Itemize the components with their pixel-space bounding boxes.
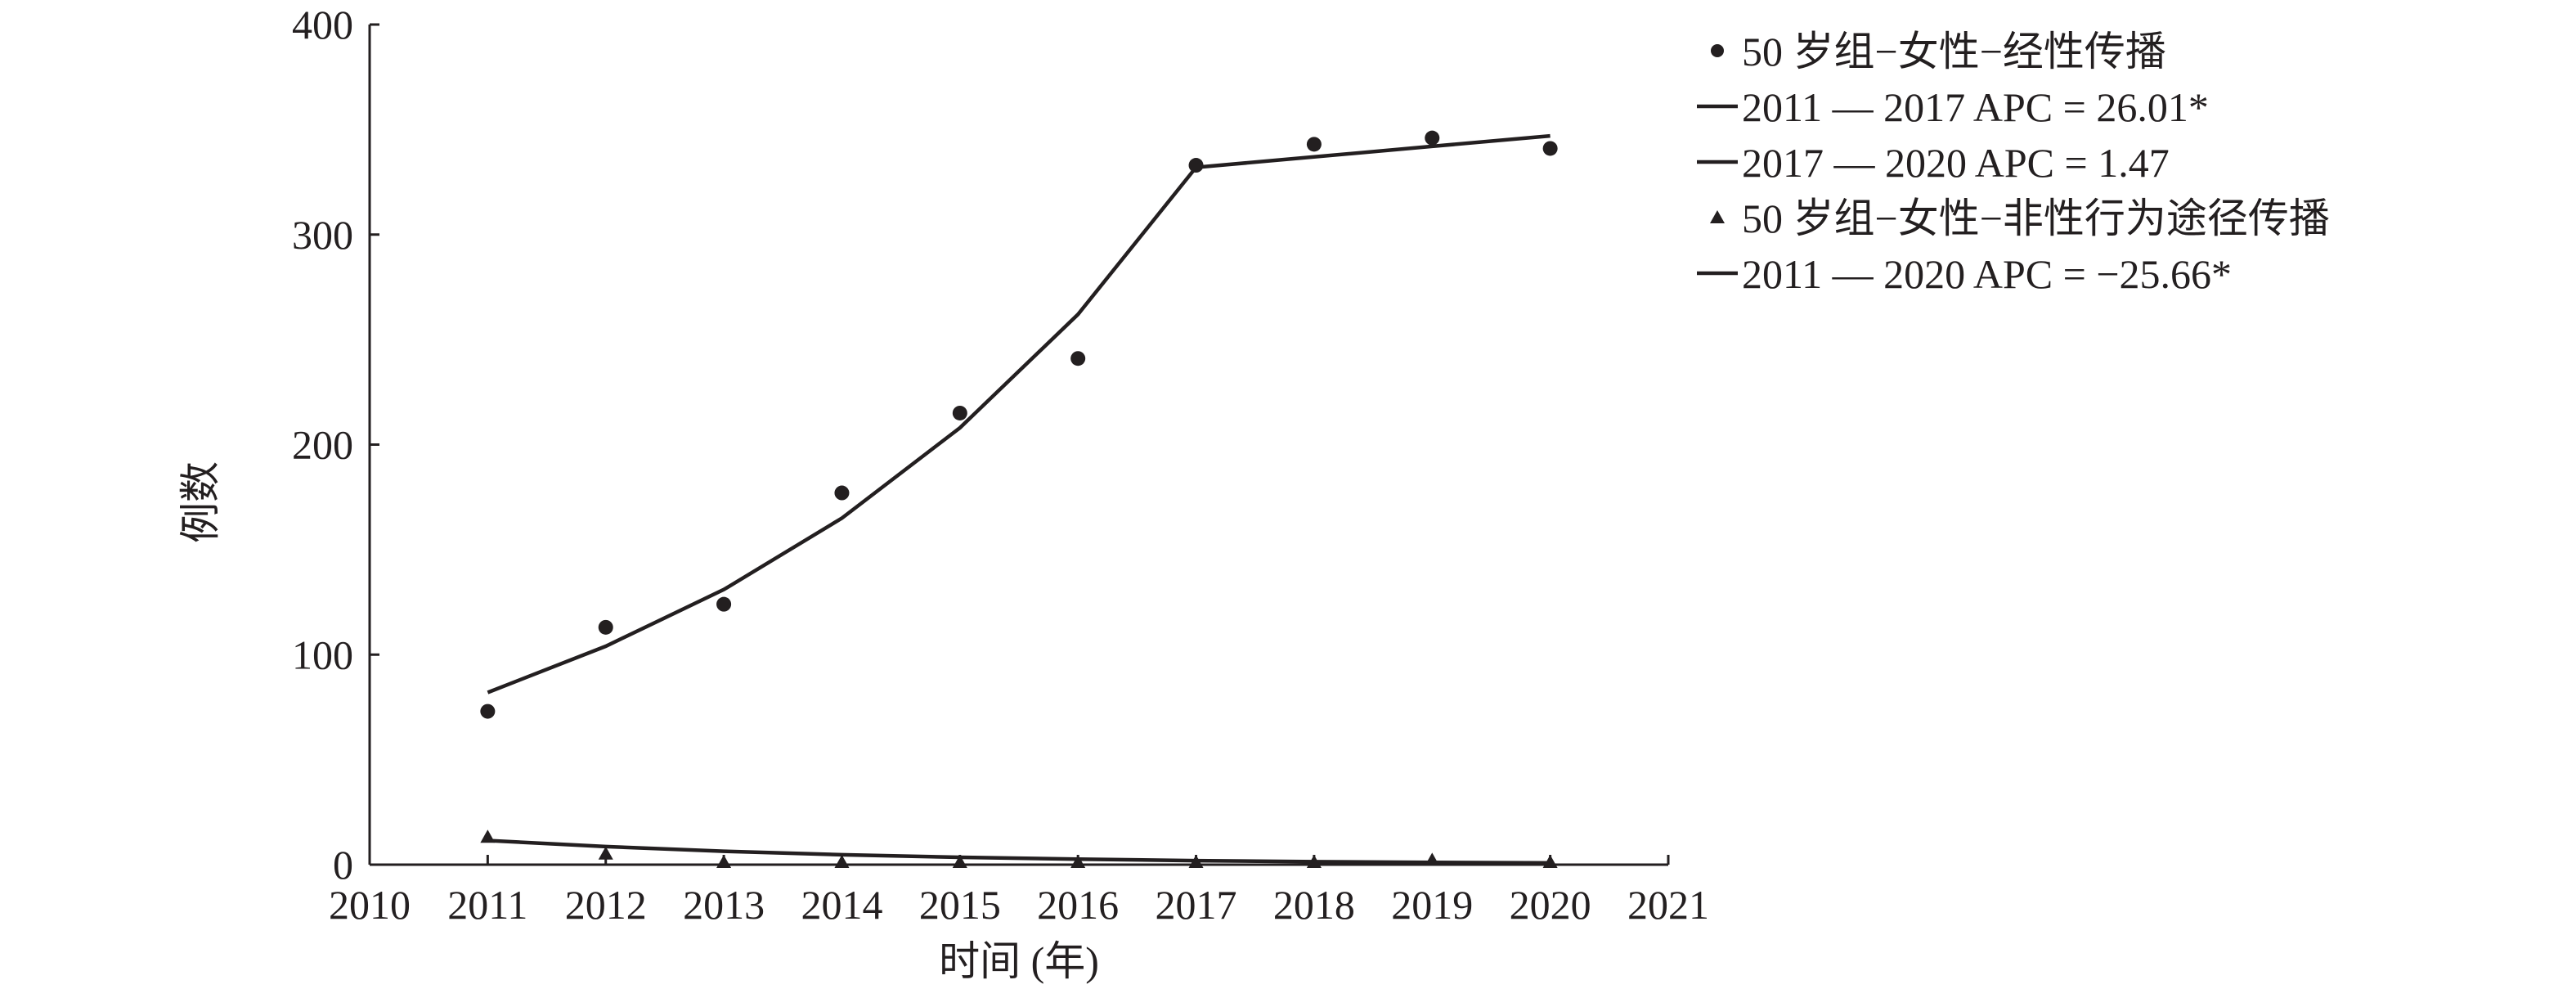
y-tick-label-0: 0	[333, 842, 353, 888]
fit-line-series-2	[1196, 133, 1551, 169]
x-tick-label-2020: 2020	[1510, 882, 1591, 928]
data-point-triangle	[598, 846, 613, 860]
x-tick-label-2018: 2018	[1273, 882, 1355, 928]
x-tick-label-2012: 2012	[565, 882, 647, 928]
legend-circle-swatch	[1711, 44, 1724, 57]
x-tick-label-2021: 2021	[1627, 882, 1709, 928]
data-point-circle	[1070, 351, 1086, 366]
data-point-circle	[1306, 137, 1322, 152]
data-point-circle	[834, 485, 850, 501]
x-tick-label-2014: 2014	[801, 882, 882, 928]
y-tick-label-400: 400	[292, 2, 353, 47]
data-point-triangle	[1306, 855, 1322, 868]
x-tick-label-2016: 2016	[1037, 882, 1119, 928]
data-point-triangle	[1425, 852, 1440, 866]
data-point-circle	[952, 405, 967, 420]
x-tick-label-2015: 2015	[919, 882, 1001, 928]
data-point-circle	[598, 619, 613, 635]
legend-label: 50 岁组−女性−非性行为途径传播	[1742, 196, 2330, 241]
y-tick-label-100: 100	[292, 632, 353, 677]
data-point-circle	[1542, 141, 1558, 156]
data-point-circle	[1188, 158, 1204, 173]
data-point-triangle	[1188, 855, 1204, 868]
fit-line-series-4	[487, 838, 1551, 865]
data-point-circle	[1425, 130, 1440, 146]
x-tick-label-2011: 2011	[447, 882, 527, 928]
x-axis-title: 时间 (年)	[939, 938, 1099, 984]
data-point-circle	[480, 704, 496, 719]
data-point-triangle	[716, 855, 732, 868]
legend-triangle-swatch	[1710, 210, 1725, 223]
fit-line-series-1	[487, 166, 1198, 695]
data-point-circle	[716, 596, 732, 612]
y-axis-title: 例数	[177, 461, 223, 543]
data-point-triangle	[1070, 855, 1086, 868]
x-tick-label-2013: 2013	[683, 882, 765, 928]
data-point-triangle	[834, 855, 850, 868]
data-point-triangle	[1542, 855, 1558, 868]
x-tick-label-2010: 2010	[329, 882, 411, 928]
legend-label: 50 岁组−女性−经性传播	[1742, 29, 2166, 74]
legend-label: 2011 — 2017 APC = 26.01*	[1742, 84, 2209, 130]
data-point-triangle	[952, 855, 967, 868]
legend-label: 2011 — 2020 APC = −25.66*	[1742, 251, 2232, 297]
y-tick-label-200: 200	[292, 422, 353, 468]
legend-label: 2017 — 2020 APC = 1.47	[1742, 140, 2170, 186]
x-tick-label-2017: 2017	[1156, 882, 1237, 928]
x-tick-label-2019: 2019	[1391, 882, 1473, 928]
y-tick-label-300: 300	[292, 212, 353, 258]
data-point-triangle	[480, 829, 496, 843]
